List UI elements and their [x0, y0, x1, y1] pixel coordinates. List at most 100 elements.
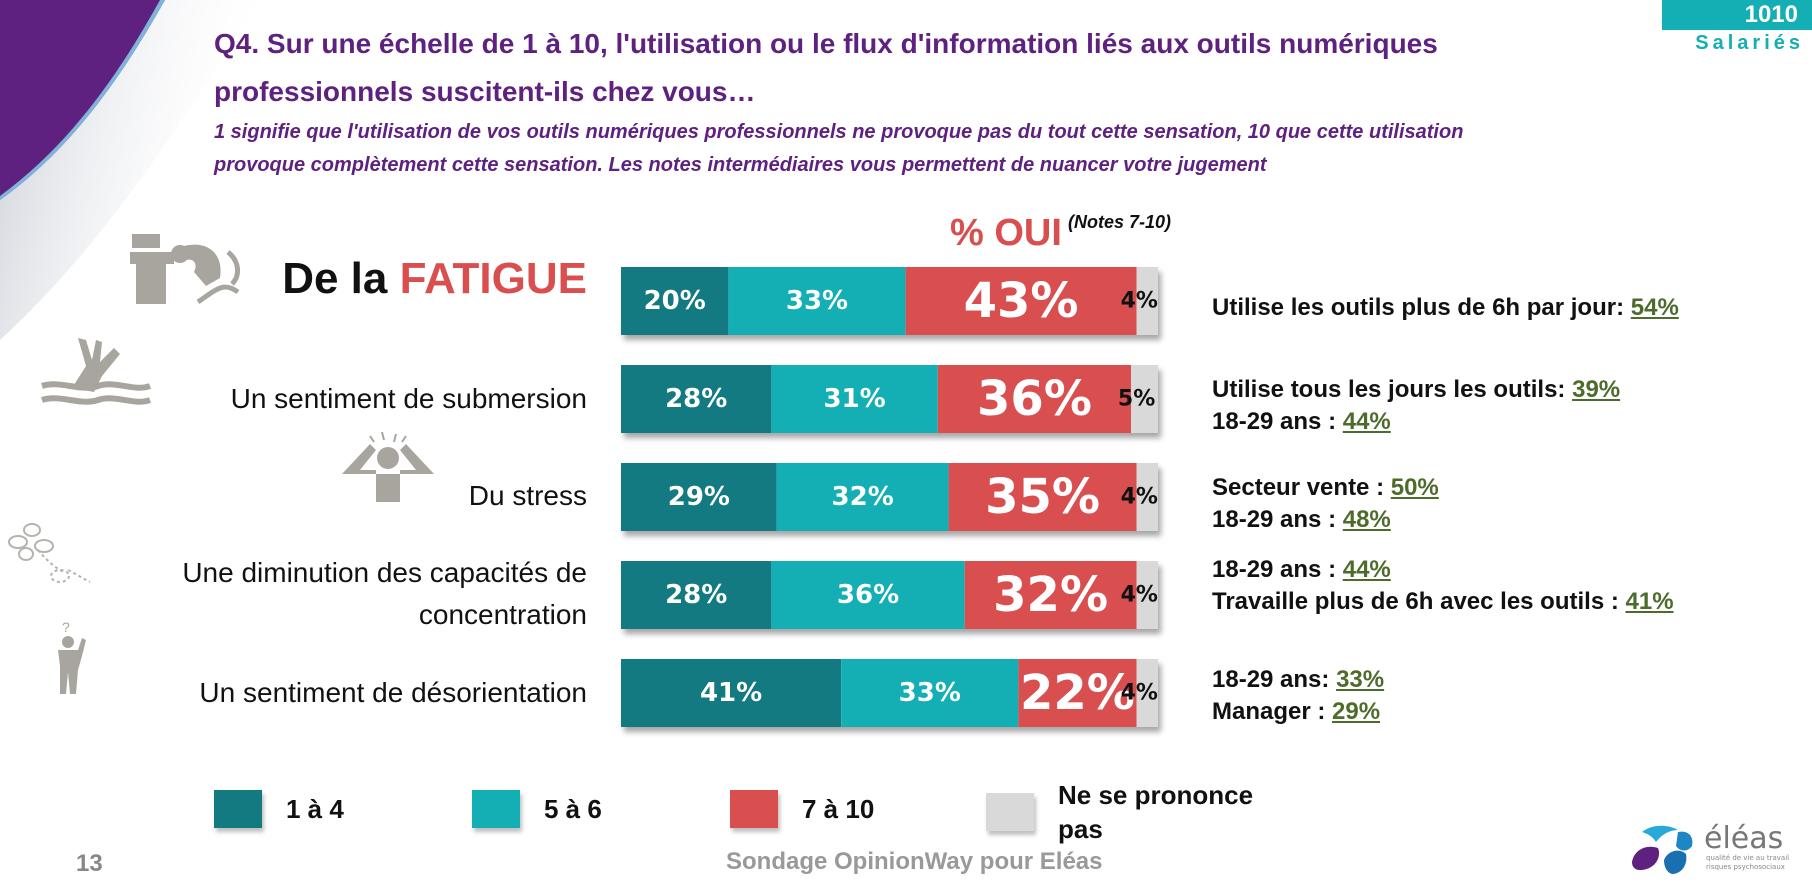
row-label-line1: Une diminution des capacités de: [182, 557, 587, 588]
bar-segment: [621, 561, 772, 629]
stressed-person-icon: [342, 431, 434, 502]
bar-data-label: 4%: [1121, 289, 1158, 314]
legend-item-1-4: 1 à 4: [214, 790, 344, 828]
insight-line: Utilise les outils plus de 6h par jour: …: [1212, 292, 1679, 324]
flower-icon: [8, 523, 91, 583]
bar-segment: [771, 365, 938, 433]
bar-segment: [1131, 365, 1158, 433]
logo-mark-right: [1676, 831, 1693, 851]
insight-text: 18-29 ans:: [1212, 666, 1337, 693]
legend-label-line2: pas: [1058, 814, 1103, 844]
bar-segment: [948, 463, 1137, 531]
insight-value: 50%: [1390, 474, 1439, 501]
insight-line: 18-29 ans : 44%: [1212, 554, 1674, 586]
bar-data-label: 29%: [668, 482, 730, 512]
insight-block: Utilise tous les jours les outils: 39% 18…: [1212, 374, 1620, 438]
legend-label-line1: Ne se prononce: [1058, 780, 1254, 810]
sample-size-count: 1010: [1662, 0, 1812, 30]
oui-header-note: (Notes 7-10): [1068, 212, 1172, 232]
legend-swatch: [986, 793, 1034, 831]
bar-data-label: 22%: [1020, 665, 1135, 721]
bar-segment: [621, 267, 729, 335]
page-number: 13: [76, 850, 103, 877]
question-title-line2: professionnels suscitent-ils chez vous…: [214, 76, 756, 107]
insight-line: 18-29 ans: 33%: [1212, 664, 1384, 696]
row-label-submersion: Un sentiment de submersion: [230, 383, 587, 414]
row-label-disorientation: Un sentiment de désorientation: [199, 677, 587, 708]
bar-data-label: 31%: [823, 384, 885, 414]
insight-value: 39%: [1572, 376, 1621, 403]
bar-data-label: 4%: [1121, 485, 1158, 510]
insight-value: 54%: [1630, 294, 1679, 321]
bar-data-label: 33%: [899, 678, 961, 708]
bar-data-label: 20%: [644, 286, 706, 316]
bar-data-label: 35%: [985, 469, 1100, 525]
insight-block: 18-29 ans: 33% Manager : 29%: [1212, 664, 1384, 728]
bar-segment: [728, 267, 906, 335]
insight-text: Utilise tous les jours les outils:: [1212, 376, 1573, 403]
sample-size-label: Salariés: [1695, 32, 1804, 54]
bar-segment: [937, 365, 1132, 433]
bar-data-label: 36%: [977, 371, 1092, 427]
insight-text: Secteur vente :: [1212, 474, 1391, 501]
legend-label: 5 à 6: [544, 794, 602, 824]
insight-value: 41%: [1625, 588, 1674, 615]
question-subtitle-line2: provoque complètement cette sensation. L…: [214, 154, 1267, 176]
confused-person-icon: ?: [58, 620, 86, 694]
insight-block: 18-29 ans : 44% Travaille plus de 6h avec…: [1212, 554, 1674, 618]
insight-block: Utilise les outils plus de 6h par jour: …: [1212, 292, 1679, 324]
insight-line: Travaille plus de 6h avec les outils : 4…: [1212, 586, 1674, 618]
bar-segment: [1018, 659, 1137, 727]
insight-text: 18-29 ans :: [1212, 556, 1343, 583]
legend-label: 1 à 4: [286, 794, 344, 824]
legend-swatch: [214, 790, 262, 828]
logo-wordmark: éléas: [1704, 821, 1783, 856]
drowning-hand-icon: [41, 338, 152, 405]
logo-mark-bottom: [1664, 850, 1687, 874]
insight-text: 18-29 ans :: [1212, 408, 1343, 435]
legend-item-nsp: Ne se prononce pas: [986, 778, 1253, 846]
bar-segment: [621, 463, 777, 531]
insight-line: Utilise tous les jours les outils: 39%: [1212, 374, 1620, 406]
legend-item-7-10: 7 à 10: [730, 790, 874, 828]
bar-segment: [905, 267, 1137, 335]
row-label-stress: Du stress: [468, 480, 587, 511]
bar-data-label: 36%: [837, 580, 899, 610]
logo-tagline2: risques psychosociaux: [1706, 863, 1785, 871]
bar-data-label: 5%: [1118, 387, 1155, 412]
legend-item-5-6: 5 à 6: [472, 790, 602, 828]
row-label-concentration: Une diminution des capacités de concentr…: [182, 552, 587, 636]
insight-value: 44%: [1342, 556, 1391, 583]
insight-text: Utilise les outils plus de 6h par jour:: [1212, 294, 1631, 321]
bar-segment: [771, 561, 965, 629]
insight-line: 18-29 ans : 48%: [1212, 504, 1439, 536]
eleas-logo: éléas qualité de vie au travail risques …: [1632, 821, 1789, 874]
bar-segment: [1136, 463, 1158, 531]
row-label-prefix: De la: [282, 254, 400, 303]
svg-text:?: ?: [62, 620, 70, 635]
bar-data-label: 43%: [964, 273, 1079, 329]
logo-mark-top: [1642, 825, 1678, 842]
sample-size-badge: 1010 Salariés: [1662, 0, 1812, 55]
logo-mark-left: [1632, 846, 1660, 870]
row-label-line2: concentration: [418, 599, 587, 630]
question-subtitle: 1 signifie que l'utilisation de vos outi…: [214, 116, 1614, 182]
row-label-highlight: FATIGUE: [399, 254, 587, 303]
bar-data-label: 28%: [665, 384, 727, 414]
bar-data-label: 4%: [1121, 583, 1158, 608]
insight-value: 48%: [1342, 506, 1391, 533]
bar-segment: [776, 463, 949, 531]
insight-text: Manager :: [1212, 698, 1333, 725]
bar-data-label: 4%: [1121, 681, 1158, 706]
footer-source: Sondage OpinionWay pour Eléas: [726, 848, 1103, 875]
bar-data-label: 33%: [786, 286, 848, 316]
question-title: Q4. Sur une échelle de 1 à 10, l'utilisa…: [214, 20, 1514, 116]
legend-swatch: [730, 790, 778, 828]
bar-row: 41% 33% 22%4%: [621, 659, 1158, 727]
oui-header-label: % OUI: [950, 212, 1062, 254]
insight-value: 29%: [1332, 698, 1381, 725]
bar-data-label: 41%: [700, 678, 762, 708]
legend-label: Ne se prononce pas: [1058, 778, 1253, 846]
bar-segment: [1136, 561, 1158, 629]
